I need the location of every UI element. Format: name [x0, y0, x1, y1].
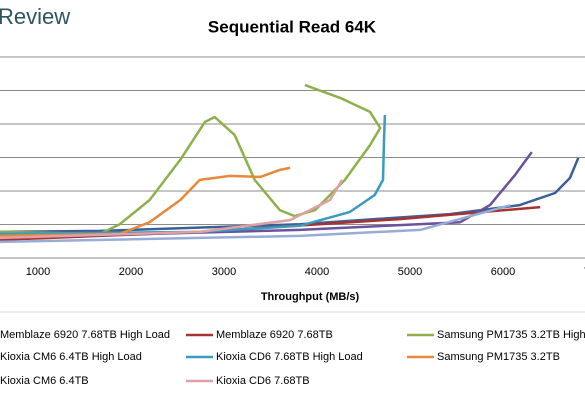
x-tick-label: 7000 — [584, 266, 585, 278]
series-line — [0, 203, 511, 244]
x-tick-label: 4000 — [305, 266, 329, 278]
legend-label: Memblaze 6920 7.68TB High Load — [0, 329, 170, 341]
legend-label: Kioxia CM6 6.4TB High Load — [0, 351, 142, 363]
x-tick-label: 6000 — [491, 266, 515, 278]
brand: Review — [0, 4, 70, 29]
legend-label: Kioxia CD6 7.68TB — [216, 375, 310, 387]
legend-label: Kioxia CM6 6.4TB — [0, 375, 89, 387]
x-tick-label: 3000 — [212, 266, 236, 278]
chart-title: Sequential Read 64K — [208, 17, 377, 36]
x-tick-label: 2000 — [119, 266, 143, 278]
series-line — [0, 166, 291, 238]
series-line — [0, 83, 382, 236]
legend-label: Memblaze 6920 7.68TB — [216, 329, 333, 341]
x-tick-label: 1000 — [26, 266, 50, 278]
legend-label: Samsung PM1735 3.2TB High Load — [437, 329, 585, 341]
x-axis-label: Throughput (MB/s) — [261, 291, 360, 303]
x-tick-label: 5000 — [398, 266, 422, 278]
legend-label: Samsung PM1735 3.2TB — [437, 351, 560, 363]
series-line — [0, 179, 344, 240]
legend-label: Kioxia CD6 7.68TB High Load — [216, 351, 363, 363]
